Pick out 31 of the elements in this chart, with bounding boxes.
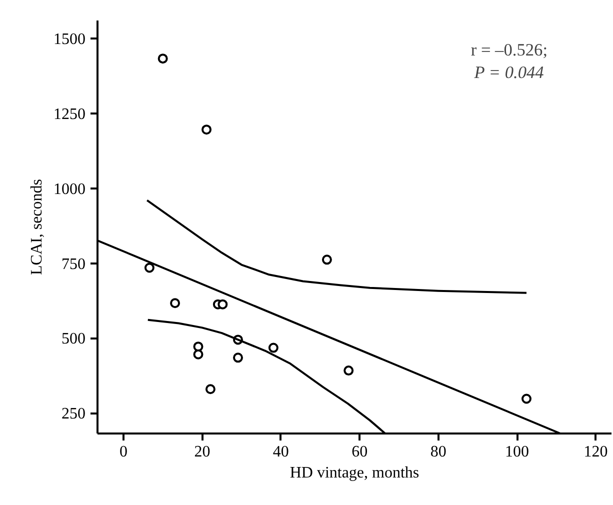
- y-axis-title: LCAI, seconds: [28, 179, 46, 275]
- x-tick-label: 120: [584, 444, 608, 460]
- point: [521, 394, 532, 404]
- y-tick-label: 500: [62, 330, 86, 348]
- y-tick-label: 1000: [54, 180, 86, 198]
- x-tick-label: 100: [505, 444, 530, 460]
- point: [322, 254, 332, 265]
- point: [202, 124, 212, 135]
- point: [193, 342, 204, 352]
- line-series: [146, 199, 528, 294]
- point: [268, 342, 278, 353]
- point: [193, 349, 204, 360]
- point: [158, 54, 168, 64]
- point: [170, 298, 180, 308]
- y-tick-label: 250: [62, 406, 86, 423]
- annotation: r = –0.526;: [470, 40, 548, 60]
- y-tick-label: 1500: [54, 30, 86, 48]
- point: [205, 384, 216, 394]
- point: [344, 366, 354, 376]
- x-axis-title: HD vintage, months: [290, 464, 420, 482]
- point: [233, 352, 244, 363]
- x-tick-label: 40: [272, 444, 289, 460]
- point: [218, 299, 228, 310]
- annotation: P = 0.044: [473, 62, 544, 82]
- x-tick-label: 60: [352, 444, 368, 460]
- x-tick-label: 20: [194, 444, 210, 460]
- x-tick-label: 0: [119, 444, 128, 460]
- y-tick-label: 750: [62, 256, 86, 273]
- y-tick-label: 1250: [54, 106, 86, 123]
- x-tick-label: 80: [430, 444, 446, 460]
- point: [144, 262, 154, 273]
